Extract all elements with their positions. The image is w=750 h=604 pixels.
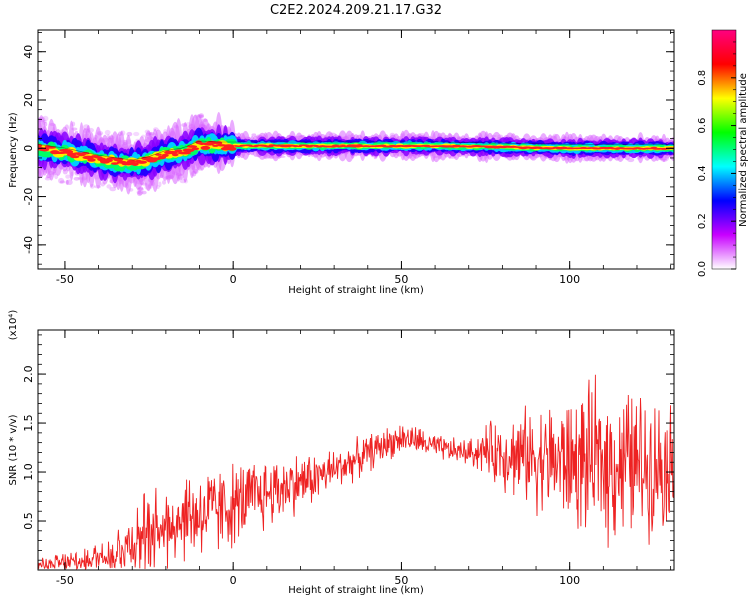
- spectrogram-band-blob: [227, 146, 237, 151]
- snr-series-line: [38, 374, 674, 570]
- spectrogram-band-blob: [650, 146, 658, 149]
- snr-ticks: -50 0 50 100 0.5 1.0 1.5 2.0: [22, 330, 674, 587]
- spectrogram-band-blob: [70, 155, 80, 159]
- colorbar-ticks: 0.0 0.2 0.4 0.6 0.8: [697, 41, 736, 277]
- spectrogram-band-blob: [87, 158, 96, 162]
- y-tick-label: -40: [22, 236, 35, 254]
- spectrogram-band-blob: [126, 159, 137, 163]
- spectrogram-speck: [74, 130, 79, 134]
- spectrogram-speck: [158, 181, 162, 188]
- spectrogram-band-blob: [212, 144, 219, 147]
- spectrogram-band-blob: [182, 148, 195, 153]
- y-tick-label: 20: [22, 93, 35, 107]
- y-tick-label: 0: [22, 145, 35, 152]
- snr-frame: [37, 329, 675, 571]
- y-tick-label: 0.5: [22, 512, 35, 530]
- spectrogram-band-blob: [186, 145, 198, 148]
- spectrogram-speck: [141, 190, 147, 195]
- spectrogram-speck: [65, 179, 73, 186]
- x-tick-label: -50: [56, 273, 74, 286]
- spectrogram-speck: [58, 177, 65, 184]
- y-tick-label: 40: [22, 45, 35, 59]
- spectrogram-speck: [65, 174, 71, 179]
- snr-scale-label: (x10⁴): [8, 310, 19, 341]
- colorbar-tick-label: 0.2: [697, 213, 708, 229]
- y-tick-label: -20: [22, 188, 35, 206]
- spectrogram-speck: [251, 133, 257, 137]
- spectrogram-contour: [38, 140, 674, 161]
- y-tick-label: 2.0: [22, 365, 35, 383]
- spectrogram-band-blob: [332, 144, 340, 147]
- colorbar-tick-label: 0.8: [697, 70, 708, 86]
- snr-plot-area: [38, 374, 674, 570]
- spectrogram-speck: [59, 180, 66, 184]
- spectrogram-speck: [73, 176, 80, 181]
- spectrogram-xlabel: Height of straight line (km): [288, 285, 424, 296]
- colorbar-tick-label: 0.4: [697, 165, 708, 181]
- spectrogram-ticks: -50 0 50 100 -40 -20 0 20 40: [22, 30, 674, 286]
- colorbar-gradient: [711, 29, 737, 270]
- spectrogram-speck: [104, 129, 111, 136]
- spectrogram-speck: [106, 184, 112, 189]
- colorbar-tick-label: 0.6: [697, 118, 708, 134]
- x-tick-label: 0: [230, 273, 237, 286]
- spectrogram-speck: [65, 179, 69, 185]
- spectrogram-band-blob: [179, 151, 192, 155]
- spectrogram-speck: [45, 175, 50, 179]
- spectrogram-ylabel: Frequency (Hz): [8, 112, 19, 188]
- spectrogram-panel: -50 0 50 100 -40 -20 0 20 40 Height of straight …: [8, 29, 675, 296]
- spectrogram-speck: [161, 180, 167, 185]
- snr-ylabel: SNR (10 * v/v): [8, 414, 19, 485]
- spectrogram-speck: [133, 131, 140, 137]
- spectrogram-band-blob: [171, 153, 179, 157]
- colorbar-label: Normalized spectral amplitude: [738, 73, 749, 227]
- spectrogram-band-blob: [46, 146, 57, 149]
- x-tick-label: 100: [559, 273, 580, 286]
- colorbar-tick-label: 0.0: [697, 261, 708, 277]
- x-tick-label: 50: [394, 273, 408, 286]
- x-tick-label: 0: [230, 574, 237, 587]
- spectrogram-speck: [126, 131, 133, 137]
- snr-panel: -50 0 50 100 0.5 1.0 1.5 2.0 Height of straight…: [8, 310, 675, 596]
- spectrogram-band-blob: [111, 162, 119, 165]
- spectrogram-marks: [38, 111, 674, 197]
- spectrogram-band-blob: [131, 162, 139, 166]
- y-tick-label: 1.5: [22, 414, 35, 432]
- spectrogram-speck: [137, 190, 144, 196]
- spectrogram-speck: [136, 190, 141, 195]
- spectrogram-band-blob: [200, 145, 211, 150]
- spectrogram-band-blob: [191, 147, 200, 151]
- spectrogram-band-blob: [149, 157, 161, 161]
- x-tick-label: -50: [56, 574, 74, 587]
- spectrogram-frame: [37, 29, 675, 270]
- y-tick-label: 1.0: [22, 463, 35, 481]
- spectrogram-band-blob: [161, 153, 169, 157]
- spectrogram-speck: [136, 190, 143, 197]
- x-tick-label: 50: [394, 574, 408, 587]
- spectrogram-band-blob: [136, 160, 148, 164]
- figure-title: C2E2.2024.209.21.17.G32: [270, 3, 442, 18]
- colorbar: 0.0 0.2 0.4 0.6 0.8 Normalized spectral ampl…: [697, 29, 749, 277]
- spectrogram-band-blob: [174, 149, 183, 153]
- x-tick-label: 100: [559, 574, 580, 587]
- snr-xlabel: Height of straight line (km): [288, 585, 424, 596]
- spectrogram-speck: [44, 176, 51, 181]
